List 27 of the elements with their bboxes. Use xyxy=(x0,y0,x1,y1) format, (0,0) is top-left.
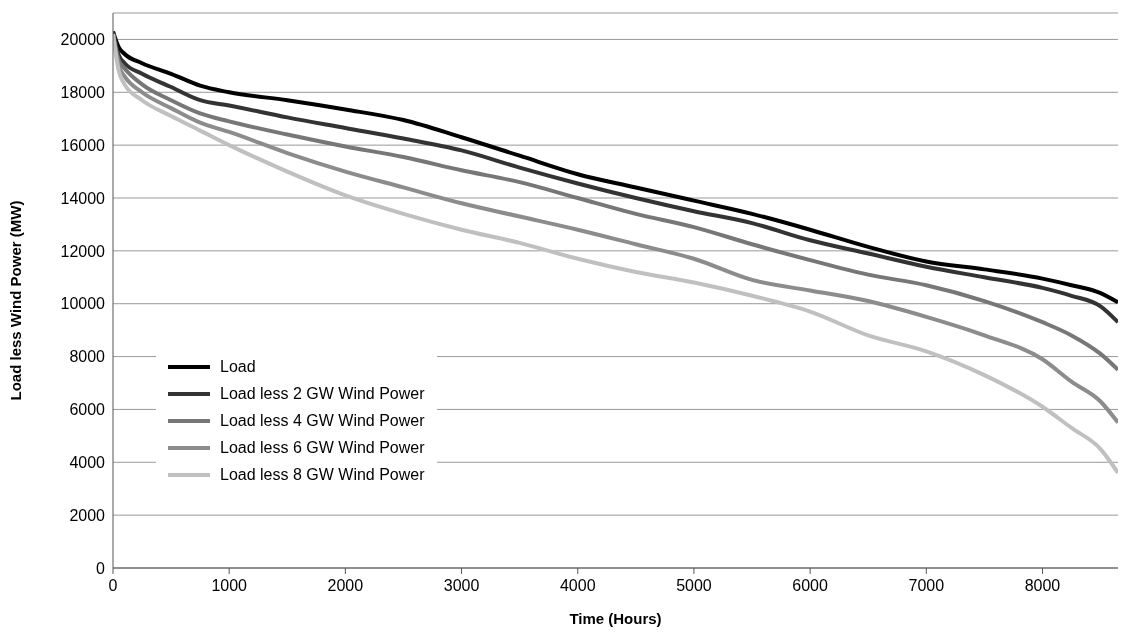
legend-label: Load less 4 GW Wind Power xyxy=(220,411,425,430)
y-tick-label: 2000 xyxy=(69,506,106,524)
y-tick-label: 10000 xyxy=(60,295,106,313)
y-tick-label: 18000 xyxy=(60,83,106,101)
legend-label: Load less 2 GW Wind Power xyxy=(220,384,425,403)
y-axis-title: Load less Wind Power (MW) xyxy=(7,200,25,401)
x-tick-label: 7000 xyxy=(908,577,945,595)
y-tick-label: 4000 xyxy=(69,453,106,471)
y-tick-label: 6000 xyxy=(69,401,106,419)
x-tick-label: 8000 xyxy=(1024,577,1061,595)
y-tick-label: 8000 xyxy=(69,348,106,366)
y-tick-label: 14000 xyxy=(60,189,106,207)
legend-label: Load xyxy=(220,357,256,376)
x-tick-label: 2000 xyxy=(327,577,364,595)
x-tick-label: 5000 xyxy=(676,577,712,595)
x-axis-title: Time (Hours) xyxy=(569,610,662,627)
x-tick-label: 4000 xyxy=(559,577,596,595)
x-tick-label: 6000 xyxy=(792,577,829,595)
y-tick-label: 12000 xyxy=(60,242,106,260)
legend-label: Load less 6 GW Wind Power xyxy=(220,438,425,457)
x-tick-label: 1000 xyxy=(211,577,248,595)
x-tick-label: 3000 xyxy=(443,577,480,595)
legend-label: Load less 8 GW Wind Power xyxy=(220,465,425,484)
y-tick-label: 16000 xyxy=(60,136,106,154)
y-tick-label: 20000 xyxy=(60,31,106,49)
x-tick-label: 0 xyxy=(108,577,118,595)
y-tick-label: 0 xyxy=(96,559,106,577)
